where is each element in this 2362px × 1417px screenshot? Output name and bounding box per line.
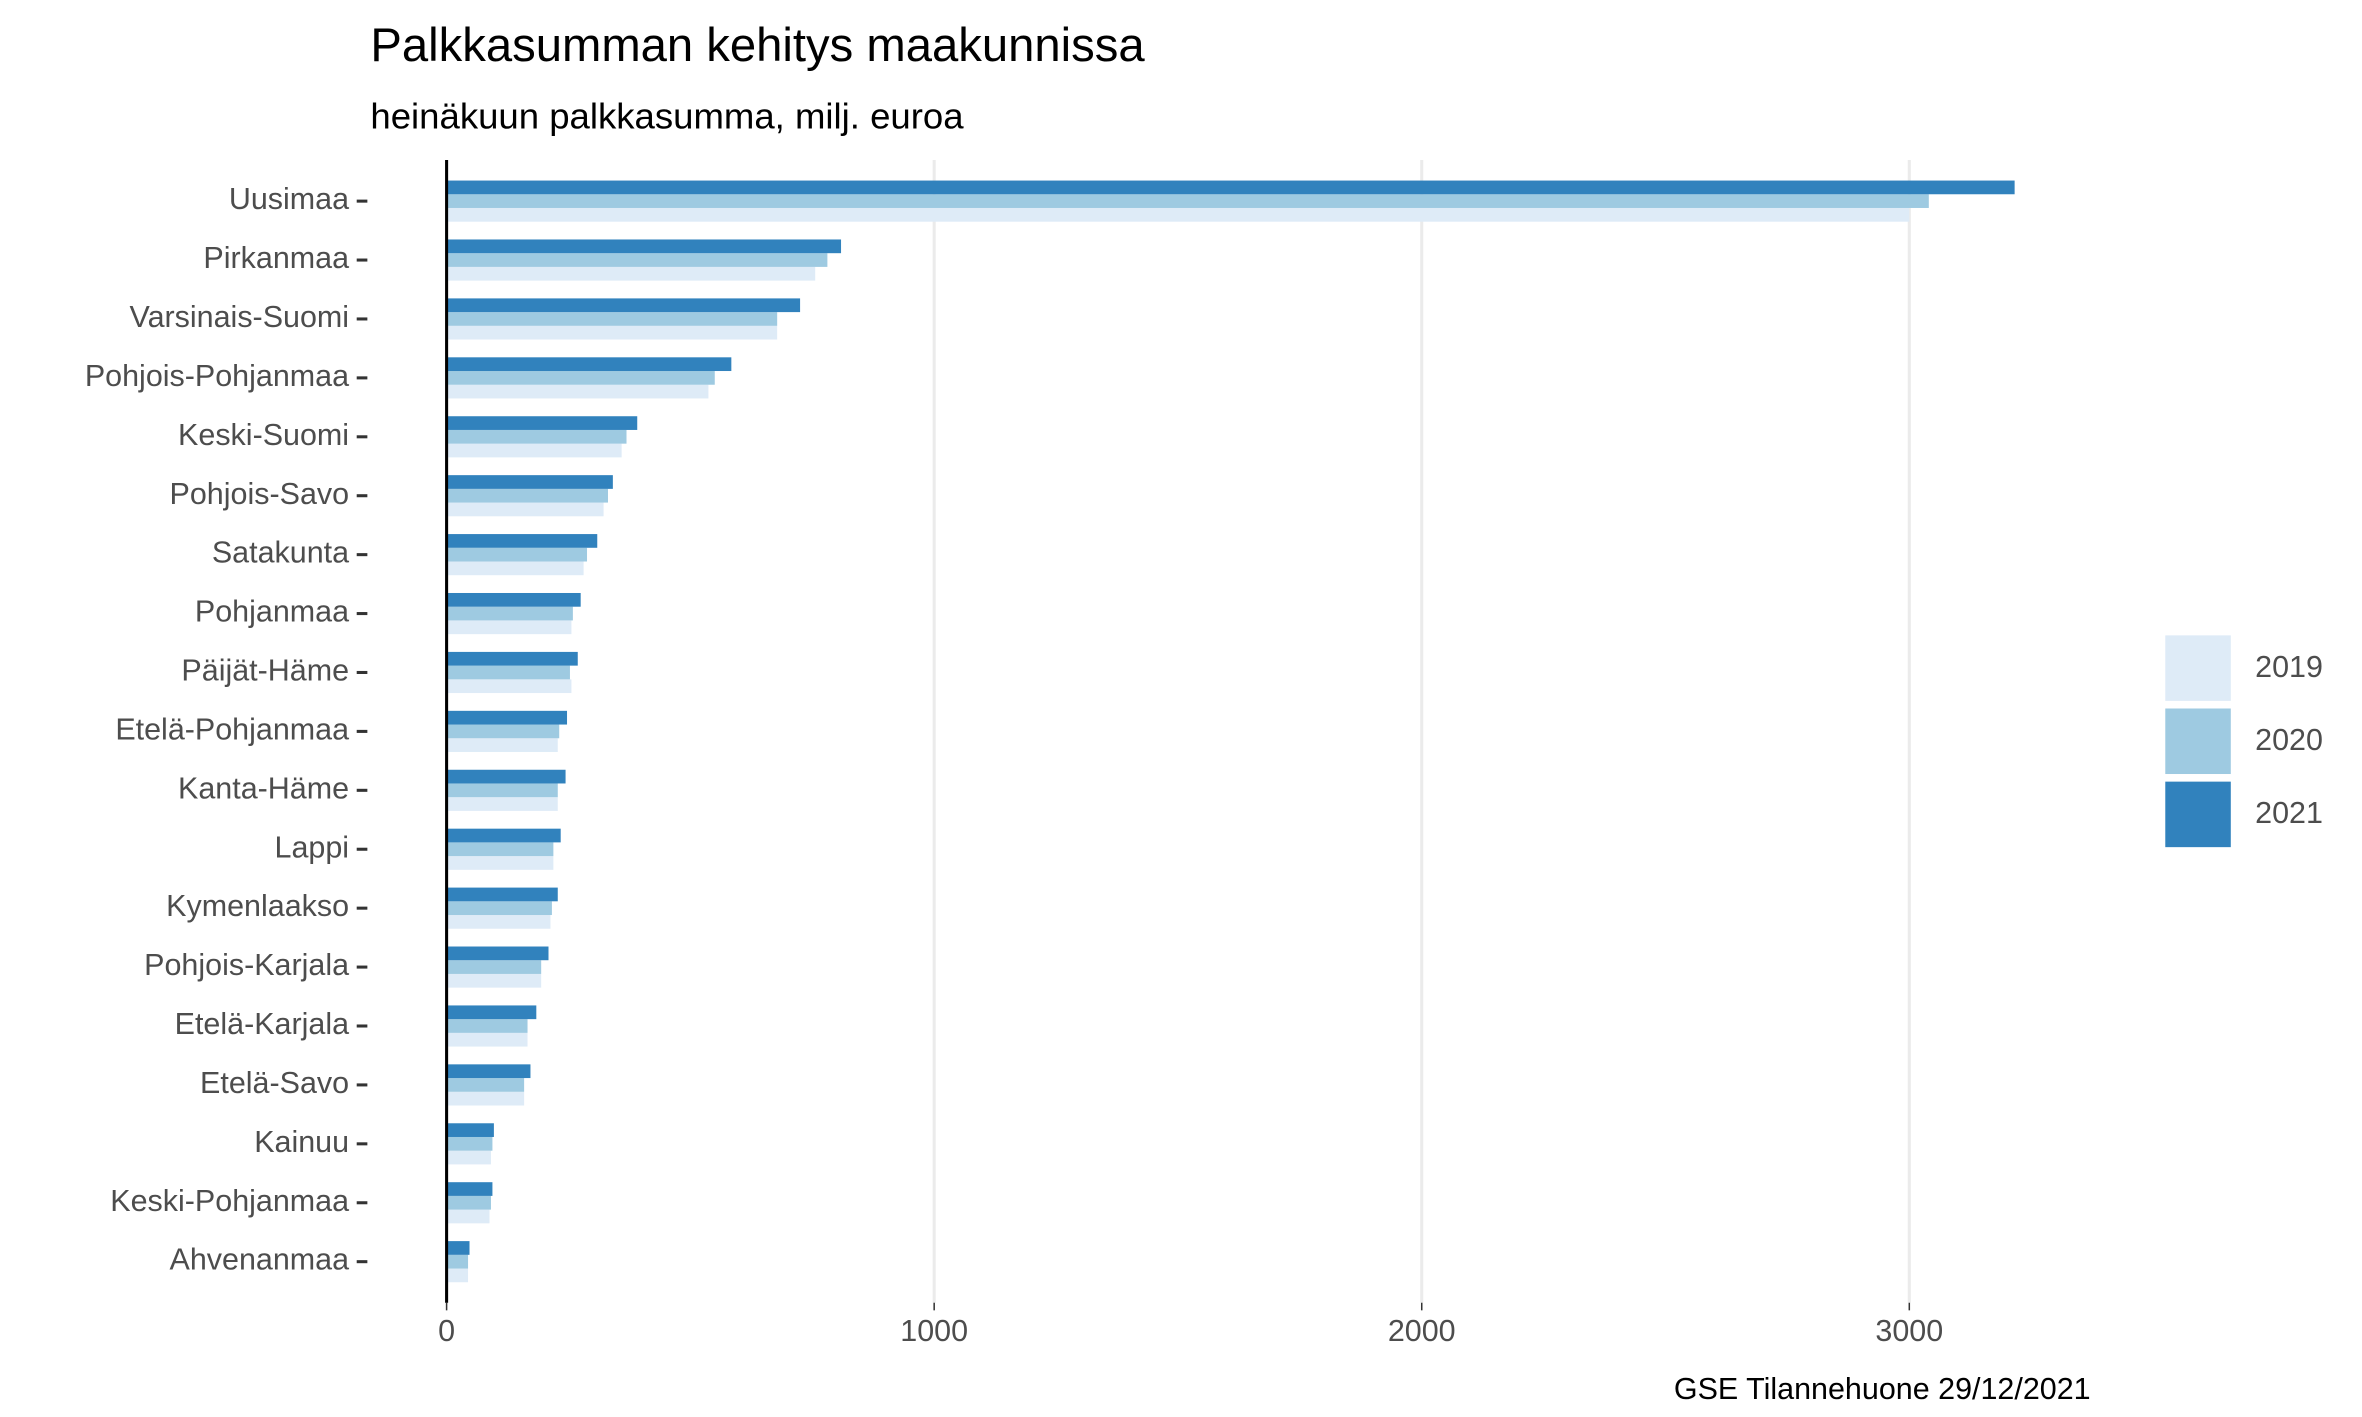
bar xyxy=(446,665,570,680)
y-tick-label: Kymenlaakso xyxy=(166,889,349,923)
y-tick-label: Pohjois-Pohjanmaa xyxy=(85,359,349,393)
bar xyxy=(446,475,613,489)
bar xyxy=(446,1136,493,1151)
bar xyxy=(446,887,558,902)
bar xyxy=(446,253,828,267)
y-tick-label: Etelä-Pohjanmaa xyxy=(115,712,349,746)
bar xyxy=(446,298,801,313)
bar xyxy=(446,797,558,811)
bar xyxy=(446,724,560,739)
bar xyxy=(446,416,638,430)
bar xyxy=(446,828,561,843)
x-tick-label: 1000 xyxy=(900,1314,968,1348)
legend-label: 2020 xyxy=(2255,723,2323,757)
bar xyxy=(446,1254,469,1269)
bar xyxy=(446,1123,494,1137)
y-tick-label: Kainuu xyxy=(254,1125,349,1159)
legend-label: 2021 xyxy=(2255,796,2323,830)
caption: GSE Tilannehuone 29/12/2021 xyxy=(1674,1372,2091,1406)
bar xyxy=(446,901,552,916)
bar xyxy=(446,1241,470,1255)
bar xyxy=(446,429,627,444)
bar xyxy=(446,502,604,517)
bar xyxy=(446,1268,469,1283)
bar xyxy=(446,679,572,694)
bar xyxy=(446,1091,525,1106)
bar xyxy=(446,783,558,798)
bar xyxy=(446,194,1929,208)
bar xyxy=(446,357,732,372)
bar xyxy=(446,738,558,752)
y-tick-label: Pohjois-Karjala xyxy=(144,948,349,982)
y-tick-label: Keski-Suomi xyxy=(178,418,349,452)
x-tick-label: 0 xyxy=(438,1314,455,1348)
bar xyxy=(446,710,568,725)
bar xyxy=(446,561,584,576)
legend-key xyxy=(2165,635,2231,701)
y-tick-label: Lappi xyxy=(275,830,350,864)
bar xyxy=(446,371,715,385)
legend-label: 2019 xyxy=(2255,650,2323,684)
bar xyxy=(446,592,581,607)
chart-title: Palkkasumman kehitys maakunnissa xyxy=(370,19,1145,72)
x-tick-label: 3000 xyxy=(1875,1314,1943,1348)
bar xyxy=(446,842,554,857)
y-tick-label: Päijät-Häme xyxy=(181,654,349,688)
bar xyxy=(446,488,608,503)
bar xyxy=(446,960,542,974)
bar xyxy=(446,534,598,548)
bar xyxy=(446,1064,531,1079)
y-tick-label: Etelä-Karjala xyxy=(175,1007,349,1041)
legend-key xyxy=(2165,708,2231,775)
bar xyxy=(446,606,573,621)
bar xyxy=(446,946,549,961)
bar xyxy=(446,973,542,988)
chart-subtitle: heinäkuun palkkasumma, milj. euroa xyxy=(370,96,964,137)
y-tick-label: Varsinais-Suomi xyxy=(130,300,350,334)
bar xyxy=(446,1005,537,1020)
bar xyxy=(446,1032,528,1047)
y-tick-label: Keski-Pohjanmaa xyxy=(110,1184,349,1218)
bar xyxy=(446,620,572,635)
y-tick-label: Pohjanmaa xyxy=(195,595,349,629)
bar xyxy=(446,384,709,399)
y-tick-label: Kanta-Häme xyxy=(178,771,349,805)
bar xyxy=(446,651,578,666)
y-tick-label: Satakunta xyxy=(212,536,349,570)
bar xyxy=(446,180,2015,195)
bar xyxy=(446,443,622,458)
y-tick-label: Pohjois-Savo xyxy=(170,477,350,511)
bar xyxy=(446,769,566,784)
bar xyxy=(446,1150,491,1165)
bar xyxy=(446,1195,491,1210)
bar xyxy=(446,856,554,870)
bar xyxy=(446,1019,528,1033)
x-tick-label: 2000 xyxy=(1388,1314,1456,1348)
bar xyxy=(446,266,816,281)
y-tick-label: Ahvenanmaa xyxy=(170,1243,350,1277)
bar xyxy=(446,239,842,254)
bar xyxy=(446,547,588,562)
bar xyxy=(446,207,1910,222)
bar xyxy=(446,325,778,340)
y-tick-label: Pirkanmaa xyxy=(203,241,349,275)
bar xyxy=(446,1209,490,1224)
legend-key xyxy=(2165,781,2231,848)
bar xyxy=(446,915,551,929)
bar xyxy=(446,1182,493,1196)
bar xyxy=(446,1078,525,1092)
bar xyxy=(446,312,778,326)
y-tick-label: Etelä-Savo xyxy=(200,1066,349,1100)
y-tick-label: Uusimaa xyxy=(229,182,349,216)
